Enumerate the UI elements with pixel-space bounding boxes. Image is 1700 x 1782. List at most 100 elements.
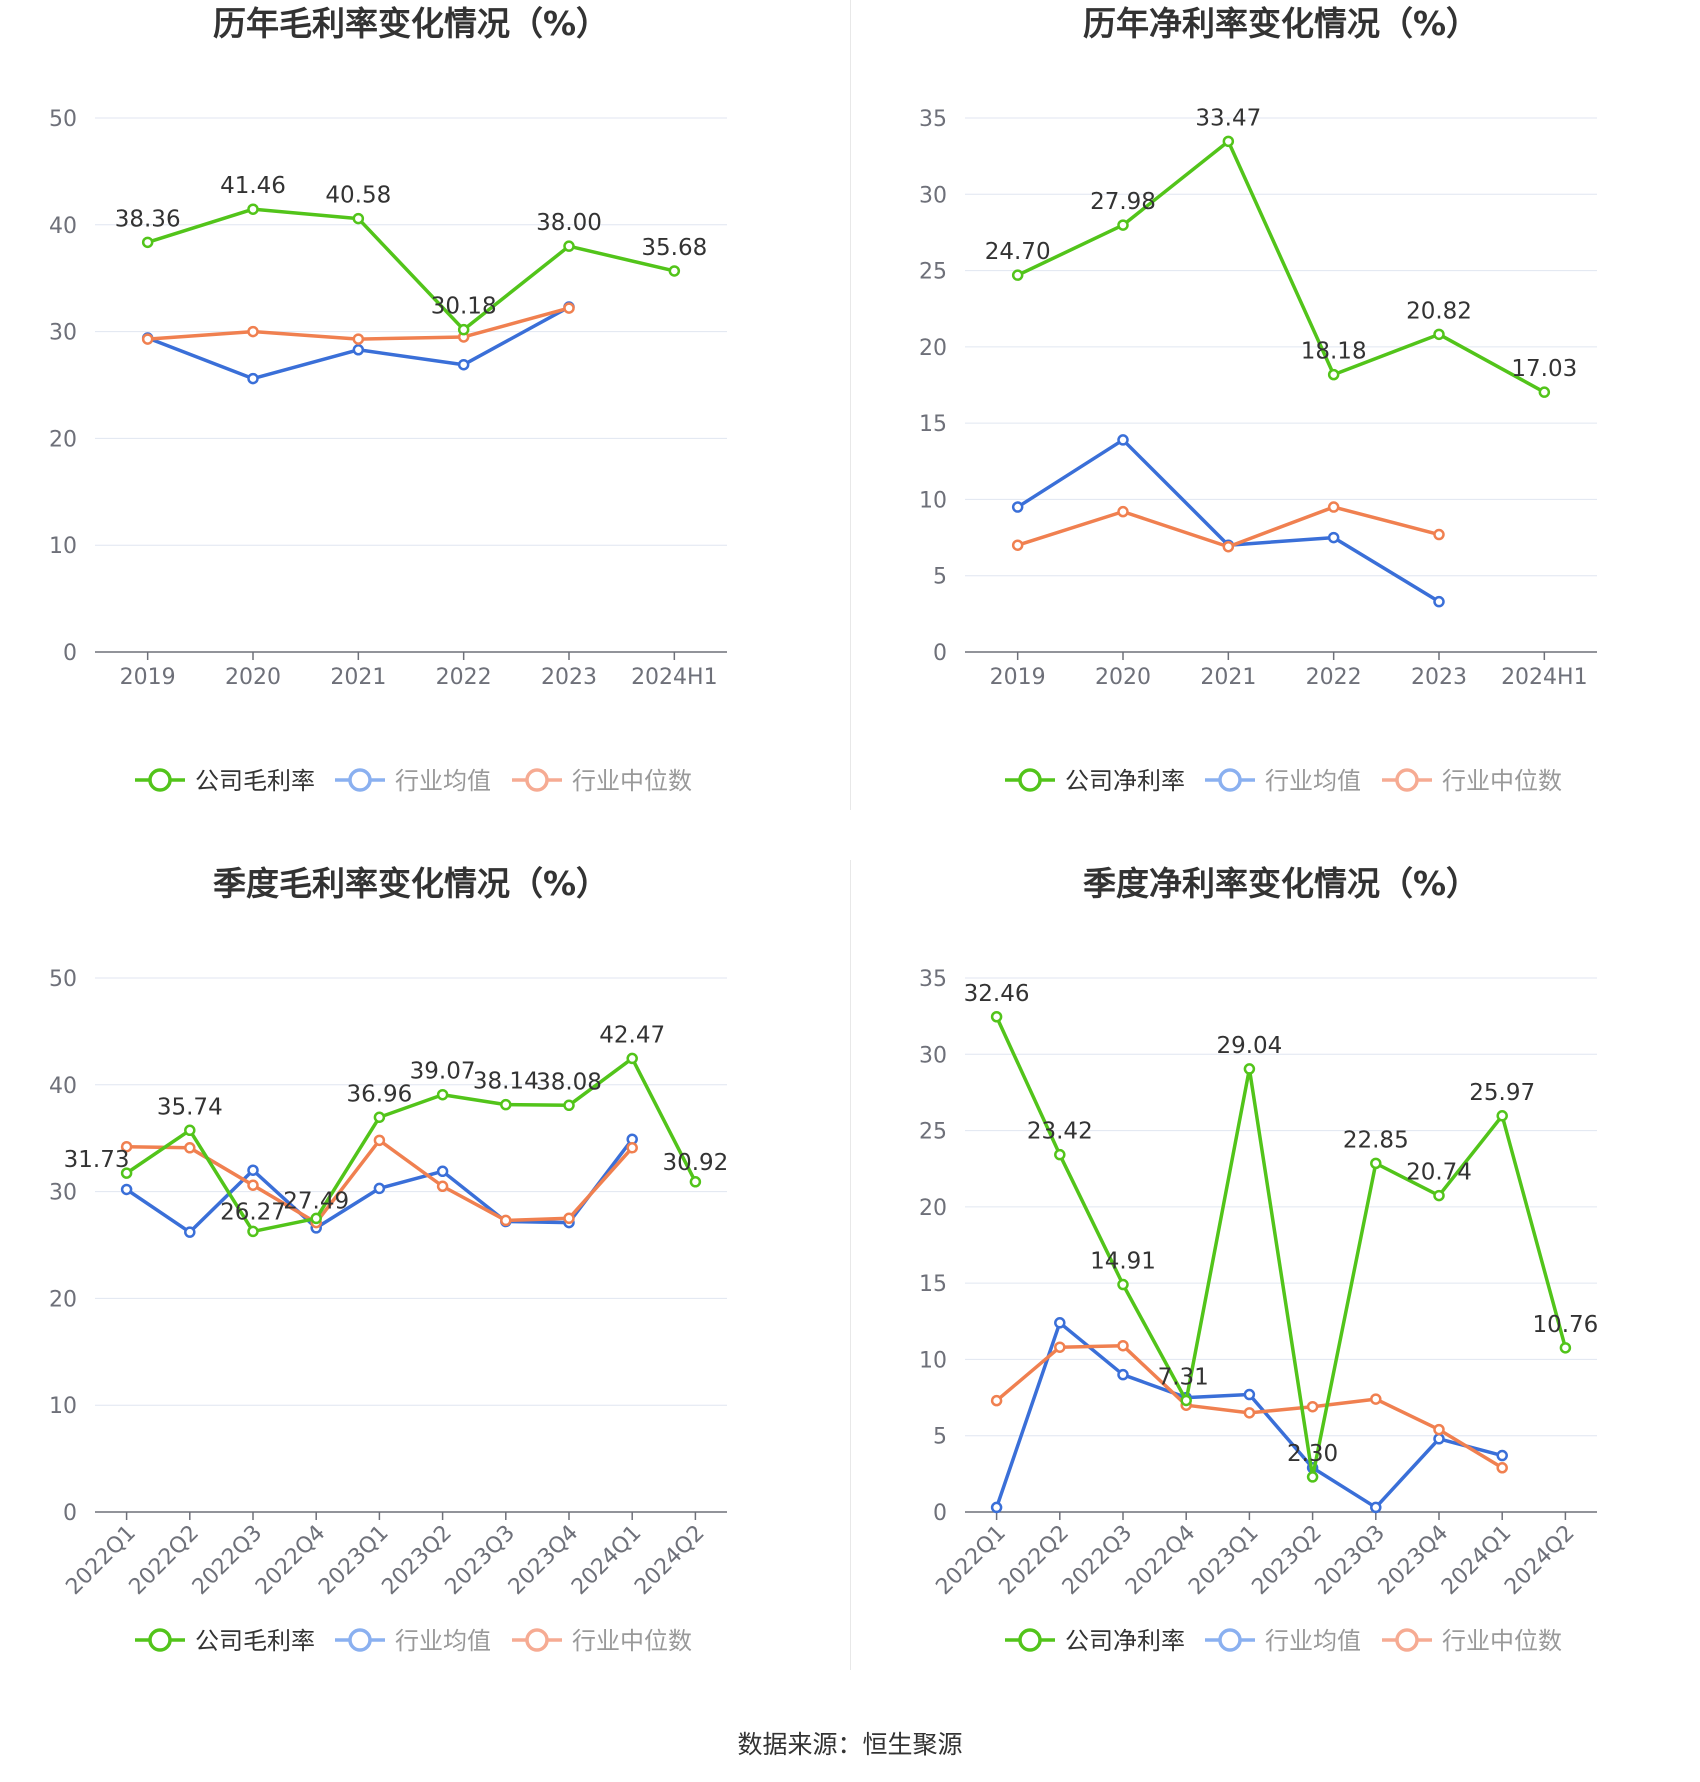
point-company <box>1180 1394 1192 1407</box>
data-label: 38.36 <box>115 206 181 232</box>
y-tick-label: 0 <box>63 1501 77 1526</box>
legend-item-avg: 行业均值 <box>1205 1627 1361 1655</box>
point-company <box>310 1212 322 1225</box>
y-tick-label: 30 <box>919 183 947 208</box>
series-line-company <box>995 1016 1568 1479</box>
x-tick-label: 2023Q1 <box>1184 1521 1263 1600</box>
y-tick-label: 50 <box>49 107 77 132</box>
point-avg <box>1011 501 1024 513</box>
point-median <box>141 333 154 345</box>
legend-item-avg: 行业均值 <box>1205 767 1361 795</box>
chart-1: 历年毛利率变化情况（%） 0 10 20 30 40 50 2019 2020 2021 2022 2… <box>49 4 727 795</box>
y-tick-label: 20 <box>919 336 947 361</box>
point-avg <box>120 1183 133 1196</box>
y-tick-label: 10 <box>919 1348 947 1373</box>
y-tick-label: 15 <box>919 412 947 437</box>
chart-title: 历年毛利率变化情况（%） <box>213 4 609 43</box>
point-median <box>184 1142 196 1154</box>
point-company <box>184 1124 196 1137</box>
x-tick-label: 2021 <box>330 665 386 690</box>
y-tick-label: 10 <box>919 488 947 513</box>
point-company <box>563 1099 575 1112</box>
point-company <box>247 203 259 215</box>
data-label: 18.18 <box>1301 339 1367 365</box>
point-median <box>1117 1339 1129 1352</box>
data-label: 14.91 <box>1090 1249 1156 1275</box>
legend-marker <box>1218 1628 1242 1652</box>
data-label: 38.08 <box>536 1069 602 1095</box>
x-tick-label: 2022Q1 <box>931 1521 1010 1600</box>
legend-item-median: 行业中位数 <box>512 767 692 795</box>
x-tick-label: 2024Q1 <box>567 1521 646 1600</box>
x-tick-label: 2023Q3 <box>1311 1521 1390 1600</box>
point-avg <box>457 358 470 371</box>
x-tick-label: 2023Q2 <box>1247 1521 1326 1600</box>
data-label: 26.27 <box>220 1199 286 1225</box>
legend-marker <box>1218 768 1242 792</box>
legend-label: 公司毛利率 <box>195 1627 315 1655</box>
point-avg <box>1243 1388 1256 1401</box>
data-label: 38.00 <box>536 210 602 236</box>
point-avg <box>1433 595 1445 608</box>
x-tick-label: 2020 <box>1095 665 1151 690</box>
data-label: 20.74 <box>1406 1160 1472 1186</box>
legend-label: 公司净利率 <box>1065 1627 1185 1655</box>
point-company <box>1117 219 1129 231</box>
point-avg <box>247 372 259 385</box>
point-company <box>990 1011 1003 1023</box>
point-company <box>457 323 470 336</box>
point-company <box>141 236 154 249</box>
point-company <box>1054 1148 1066 1161</box>
point-median <box>1306 1400 1319 1413</box>
data-label: 7.31 <box>1158 1364 1209 1390</box>
point-company <box>247 1225 259 1238</box>
x-tick-label: 2023 <box>1411 665 1467 690</box>
point-company <box>1327 368 1340 381</box>
x-tick-label: 2022Q2 <box>125 1521 204 1600</box>
y-tick-label: 10 <box>49 534 77 559</box>
legend-item-company: 公司净利率 <box>1005 1627 1185 1655</box>
data-label: 30.92 <box>662 1150 728 1176</box>
point-median <box>1054 1341 1066 1353</box>
data-label: 39.07 <box>410 1059 476 1085</box>
point-avg <box>1370 1501 1382 1514</box>
x-tick-label: 2020 <box>225 665 281 690</box>
point-avg <box>1054 1317 1066 1329</box>
x-tick-label: 2019 <box>120 665 176 690</box>
x-tick-label: 2022Q1 <box>61 1521 140 1600</box>
x-tick-label: 2024Q2 <box>1500 1521 1579 1600</box>
data-label: 32.46 <box>964 981 1030 1007</box>
point-company <box>120 1167 133 1179</box>
x-tick-label: 2023Q3 <box>441 1521 520 1600</box>
legend-item-company: 公司毛利率 <box>135 767 315 795</box>
point-company <box>1538 386 1551 398</box>
point-median <box>1327 501 1340 513</box>
data-label: 10.76 <box>1532 1312 1598 1338</box>
data-label: 41.46 <box>220 173 286 199</box>
point-company <box>1117 1278 1129 1291</box>
point-median <box>626 1142 638 1154</box>
y-tick-label: 0 <box>933 641 947 666</box>
y-tick-label: 40 <box>49 1074 77 1099</box>
y-tick-label: 15 <box>919 1272 947 1297</box>
point-median <box>563 302 575 314</box>
vertical-divider-top <box>850 0 851 810</box>
point-company <box>1306 1471 1319 1483</box>
point-median <box>1433 528 1445 541</box>
data-label: 2.30 <box>1287 1441 1338 1467</box>
y-tick-label: 0 <box>933 1501 947 1526</box>
data-label: 31.73 <box>64 1147 130 1173</box>
point-company <box>689 1176 702 1188</box>
legend-marker <box>525 768 549 792</box>
point-company <box>668 265 681 277</box>
legend-label: 行业中位数 <box>572 767 692 795</box>
x-tick-label: 2021 <box>1200 665 1256 690</box>
point-median <box>1496 1462 1508 1474</box>
y-tick-label: 0 <box>63 641 77 666</box>
x-tick-label: 2023Q4 <box>1374 1521 1453 1600</box>
series-line-company <box>1016 139 1546 394</box>
y-tick-label: 20 <box>49 427 77 452</box>
point-avg <box>184 1226 196 1238</box>
point-company <box>352 212 365 225</box>
